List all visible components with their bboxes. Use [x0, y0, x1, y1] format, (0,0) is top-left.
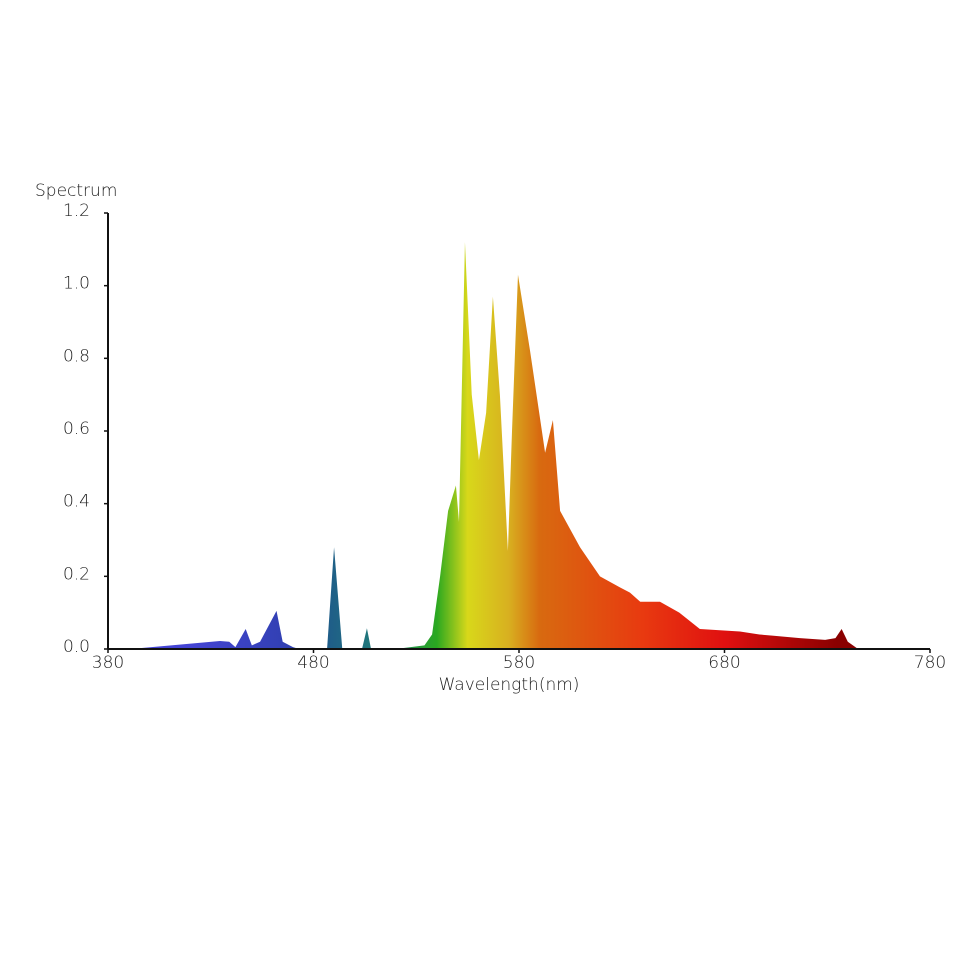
spectrum-area [130, 242, 859, 650]
x-tick-label: 380 [92, 653, 124, 673]
y-tick-label: 0.4 [63, 492, 90, 512]
y-tick-label: 0.6 [63, 419, 90, 439]
y-tick-label: 0.2 [63, 564, 90, 584]
x-tick-label: 780 [914, 653, 946, 673]
x-tick-label: 680 [708, 653, 740, 673]
y-tick-label: 1.2 [63, 201, 90, 221]
x-tick-label: 480 [297, 653, 329, 673]
y-tick-label: 0.0 [63, 637, 90, 657]
chart-title: Spectrum [35, 181, 117, 201]
y-tick-label: 1.0 [63, 274, 90, 294]
y-tick-label: 0.8 [63, 346, 90, 366]
x-tick-label: 580 [503, 653, 535, 673]
x-axis-label: Wavelength(nm) [439, 675, 580, 695]
